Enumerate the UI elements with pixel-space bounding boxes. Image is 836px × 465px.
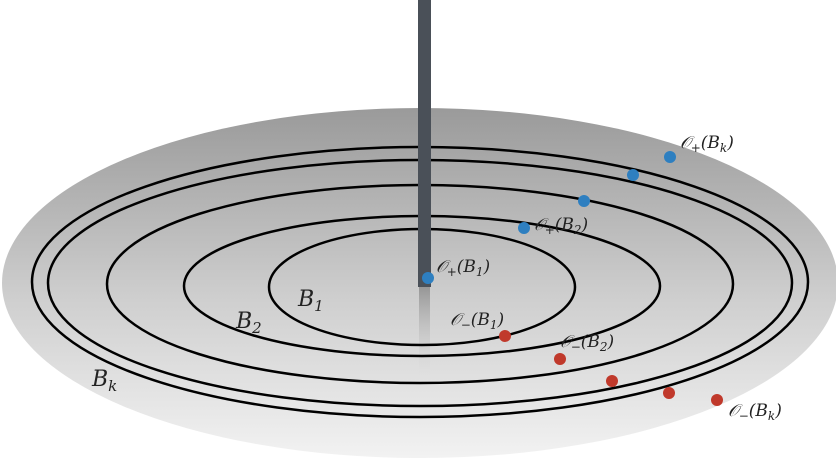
label-b2: B2 bbox=[235, 309, 262, 337]
positive-dot-b1 bbox=[422, 272, 434, 284]
label-minus-b1: 𝒪−(B1) bbox=[450, 310, 504, 332]
positive-dot-bk bbox=[664, 151, 676, 163]
negative-dot-mid2 bbox=[663, 387, 675, 399]
rod-shadow bbox=[419, 284, 430, 376]
label-minus-bk: 𝒪−(Bk) bbox=[728, 401, 782, 423]
vertical-rod bbox=[418, 0, 431, 287]
negative-dot-bk bbox=[711, 394, 723, 406]
positive-dot-b2 bbox=[518, 222, 530, 234]
positive-dot-mid2 bbox=[627, 169, 639, 181]
label-plus-b2: 𝒪+(B2) bbox=[534, 215, 588, 237]
positive-dot-mid bbox=[578, 195, 590, 207]
label-bk: Bk bbox=[91, 367, 117, 395]
label-plus-bk: 𝒪+(Bk) bbox=[680, 133, 734, 155]
negative-dot-b2 bbox=[554, 353, 566, 365]
label-plus-b1: 𝒪+(B1) bbox=[436, 257, 490, 279]
negative-dot-b1 bbox=[499, 330, 511, 342]
negative-dot-mid bbox=[606, 375, 618, 387]
positive-orbit-points bbox=[422, 151, 676, 284]
negative-orbit-points bbox=[499, 330, 723, 406]
label-b1: B1 bbox=[297, 287, 324, 315]
